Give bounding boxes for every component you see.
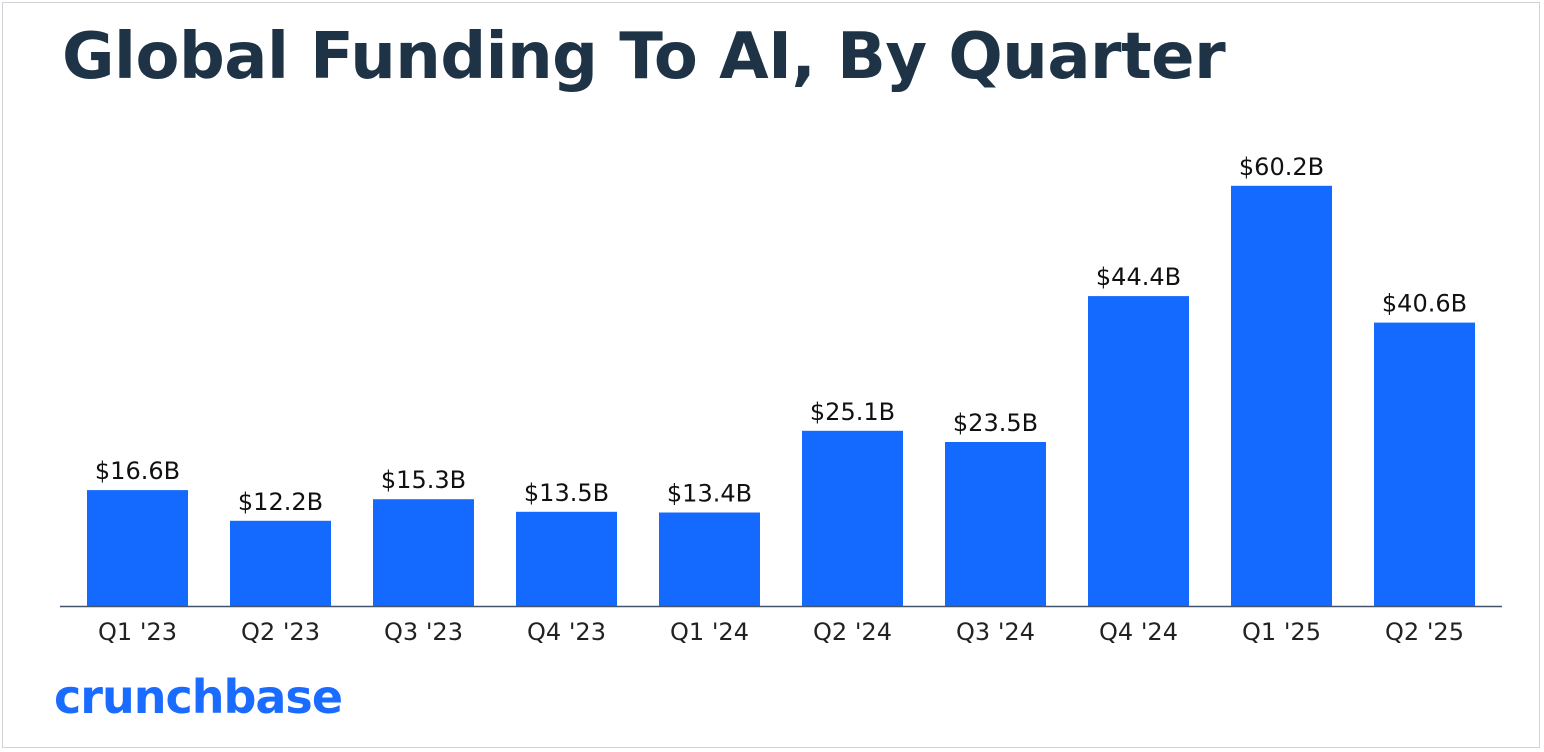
data-label-3: $13.5B xyxy=(524,479,609,507)
bar-2 xyxy=(373,499,474,606)
bar-9 xyxy=(1374,322,1475,606)
x-tick-label-9: Q2 '25 xyxy=(1385,618,1464,646)
bar-1 xyxy=(230,520,331,606)
x-tick-label-7: Q4 '24 xyxy=(1099,618,1178,646)
data-label-9: $40.6B xyxy=(1382,290,1467,318)
bar-8 xyxy=(1231,185,1332,607)
bar-3 xyxy=(516,511,617,606)
data-label-7: $44.4B xyxy=(1096,263,1181,291)
x-tick-label-4: Q1 '24 xyxy=(670,618,749,646)
data-label-8: $60.2B xyxy=(1239,153,1324,181)
x-tick-label-0: Q1 '23 xyxy=(98,618,177,646)
data-label-6: $23.5B xyxy=(953,409,1038,437)
x-tick-label-8: Q1 '25 xyxy=(1242,618,1321,646)
x-tick-label-2: Q3 '23 xyxy=(384,618,463,646)
data-label-2: $15.3B xyxy=(381,466,466,494)
x-tick-label-5: Q2 '24 xyxy=(813,618,892,646)
chart-title: Global Funding To AI, By Quarter xyxy=(62,20,1226,94)
x-tick-label-3: Q4 '23 xyxy=(527,618,606,646)
x-tick-label-6: Q3 '24 xyxy=(956,618,1035,646)
data-label-5: $25.1B xyxy=(810,398,895,426)
bar-7 xyxy=(1088,296,1189,606)
data-label-1: $12.2B xyxy=(238,488,323,516)
crunchbase-logo: crunchbase xyxy=(54,670,343,724)
bar-6 xyxy=(945,442,1046,606)
bar-4 xyxy=(659,512,760,606)
bar-0 xyxy=(87,490,188,606)
data-label-0: $16.6B xyxy=(95,457,180,485)
bar-5 xyxy=(802,430,903,606)
data-label-4: $13.4B xyxy=(667,480,752,508)
x-tick-label-1: Q2 '23 xyxy=(241,618,320,646)
